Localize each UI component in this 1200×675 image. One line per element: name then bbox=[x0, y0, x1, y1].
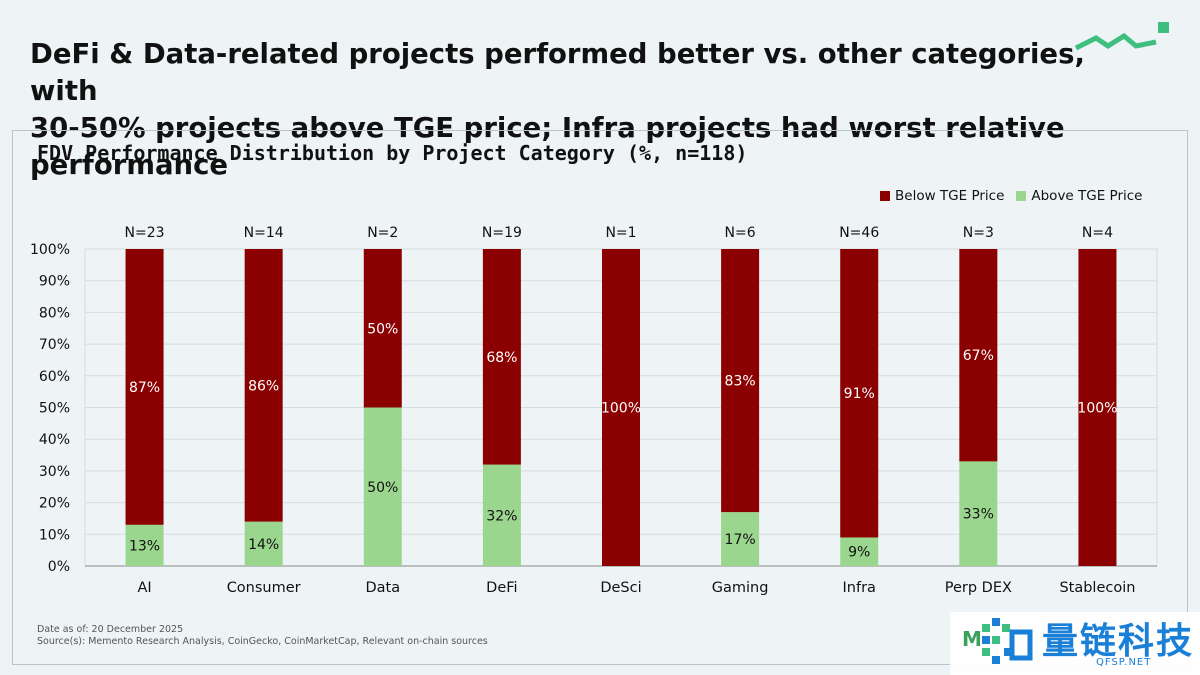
bar-below-defi bbox=[482, 249, 521, 465]
x-tick-label: Gaming bbox=[712, 580, 769, 596]
footnote: Date as of: 20 December 2025 Source(s): … bbox=[37, 624, 488, 648]
x-tick-label: DeSci bbox=[600, 580, 641, 596]
y-tick-label: 70% bbox=[39, 337, 70, 353]
bar-above-consumer bbox=[244, 521, 283, 566]
data-label-above: 13% bbox=[129, 538, 160, 554]
chart-legend: Below TGE Price Above TGE Price bbox=[880, 188, 1143, 204]
legend-label-above: Above TGE Price bbox=[1031, 188, 1143, 204]
headline-text-1: vs. other categories, with bbox=[30, 38, 1085, 107]
n-label: N=1 bbox=[605, 225, 636, 241]
bar-below-desci bbox=[602, 249, 640, 566]
bar-above-infra bbox=[840, 537, 879, 566]
brand-zigzag-icon bbox=[1074, 22, 1169, 51]
x-tick-label: Consumer bbox=[227, 580, 301, 596]
y-tick-label: 20% bbox=[39, 496, 70, 512]
legend-swatch-below bbox=[880, 191, 890, 201]
data-label-below: 91% bbox=[844, 386, 875, 402]
bar-above-data bbox=[363, 407, 402, 566]
headline-text-2: 30-50% projects above TGE price; bbox=[30, 112, 562, 144]
x-tick-label: AI bbox=[137, 580, 151, 596]
n-label: N=14 bbox=[244, 225, 284, 241]
y-tick-label: 50% bbox=[39, 401, 70, 417]
legend-item-below: Below TGE Price bbox=[880, 188, 1004, 204]
watermark-en: QFSP.NET bbox=[1096, 657, 1152, 668]
pixel-logo-icon bbox=[982, 618, 1033, 664]
headline-bold-2: Infra projects had worst relative perfor… bbox=[30, 112, 1065, 181]
y-tick-label: 60% bbox=[39, 369, 70, 385]
x-tick-label: Infra bbox=[843, 580, 876, 596]
data-label-below: 50% bbox=[367, 321, 398, 337]
chart-panel bbox=[12, 130, 1188, 665]
data-label-below: 67% bbox=[963, 348, 994, 364]
n-label: N=19 bbox=[482, 225, 522, 241]
data-label-below: 86% bbox=[248, 378, 279, 394]
bar-below-consumer bbox=[244, 249, 283, 522]
data-label-above: 33% bbox=[963, 507, 994, 523]
bar-above-gaming bbox=[721, 512, 760, 566]
x-tick-label: Perp DEX bbox=[945, 580, 1012, 596]
legend-swatch-above bbox=[1016, 191, 1027, 201]
n-label: N=3 bbox=[963, 225, 994, 241]
y-tick-label: 40% bbox=[39, 432, 70, 448]
n-label: N=23 bbox=[125, 225, 165, 241]
y-tick-label: 0% bbox=[48, 559, 70, 575]
bar-above-perp-dex bbox=[959, 461, 998, 566]
n-label: N=6 bbox=[725, 225, 756, 241]
watermark-cn: 量链科技 bbox=[1042, 621, 1195, 662]
bar-below-gaming bbox=[721, 249, 760, 513]
legend-item-above: Above TGE Price bbox=[1016, 188, 1143, 204]
data-label-below: 100% bbox=[601, 401, 641, 417]
n-label: N=2 bbox=[367, 225, 398, 241]
y-tick-label: 30% bbox=[39, 464, 70, 480]
bar-below-perp-dex bbox=[959, 249, 998, 462]
bar-below-data bbox=[363, 249, 402, 408]
data-label-below: 100% bbox=[1077, 401, 1117, 417]
data-label-above: 14% bbox=[248, 537, 279, 553]
bar-below-stablecoin bbox=[1078, 249, 1117, 566]
bar-above-defi bbox=[482, 464, 521, 566]
bar-below-infra bbox=[840, 249, 879, 538]
y-tick-label: 80% bbox=[39, 305, 70, 321]
y-tick-label: 100% bbox=[30, 242, 70, 258]
data-label-below: 68% bbox=[486, 350, 517, 366]
x-tick-label: Data bbox=[365, 580, 400, 596]
n-label: N=4 bbox=[1082, 225, 1113, 241]
data-label-above: 50% bbox=[367, 480, 398, 496]
bar-below-ai bbox=[125, 249, 164, 525]
bar-above-ai bbox=[125, 524, 164, 566]
n-label: N=46 bbox=[839, 225, 879, 241]
footnote-sources: Source(s): Memento Research Analysis, Co… bbox=[37, 636, 488, 647]
data-label-above: 32% bbox=[486, 508, 517, 524]
chart-title: FDV Performance Distribution by Project … bbox=[37, 141, 748, 165]
y-tick-label: 90% bbox=[39, 274, 70, 290]
x-tick-label: Stablecoin bbox=[1059, 580, 1135, 596]
data-label-below: 83% bbox=[725, 374, 756, 390]
watermark: M 量链科技 QFSP.NET bbox=[950, 612, 1200, 675]
watermark-m: M bbox=[962, 627, 982, 651]
x-tick-label: DeFi bbox=[486, 580, 517, 596]
data-label-above: 9% bbox=[848, 545, 870, 561]
legend-label-below: Below TGE Price bbox=[895, 188, 1005, 204]
headline-bold-1: DeFi & Data-related projects performed b… bbox=[30, 38, 754, 70]
y-tick-label: 10% bbox=[39, 527, 70, 543]
footnote-date: Date as of: 20 December 2025 bbox=[37, 624, 184, 635]
data-label-above: 17% bbox=[725, 532, 756, 548]
data-label-below: 87% bbox=[129, 380, 160, 396]
headline: DeFi & Data-related projects performed b… bbox=[30, 36, 1160, 184]
